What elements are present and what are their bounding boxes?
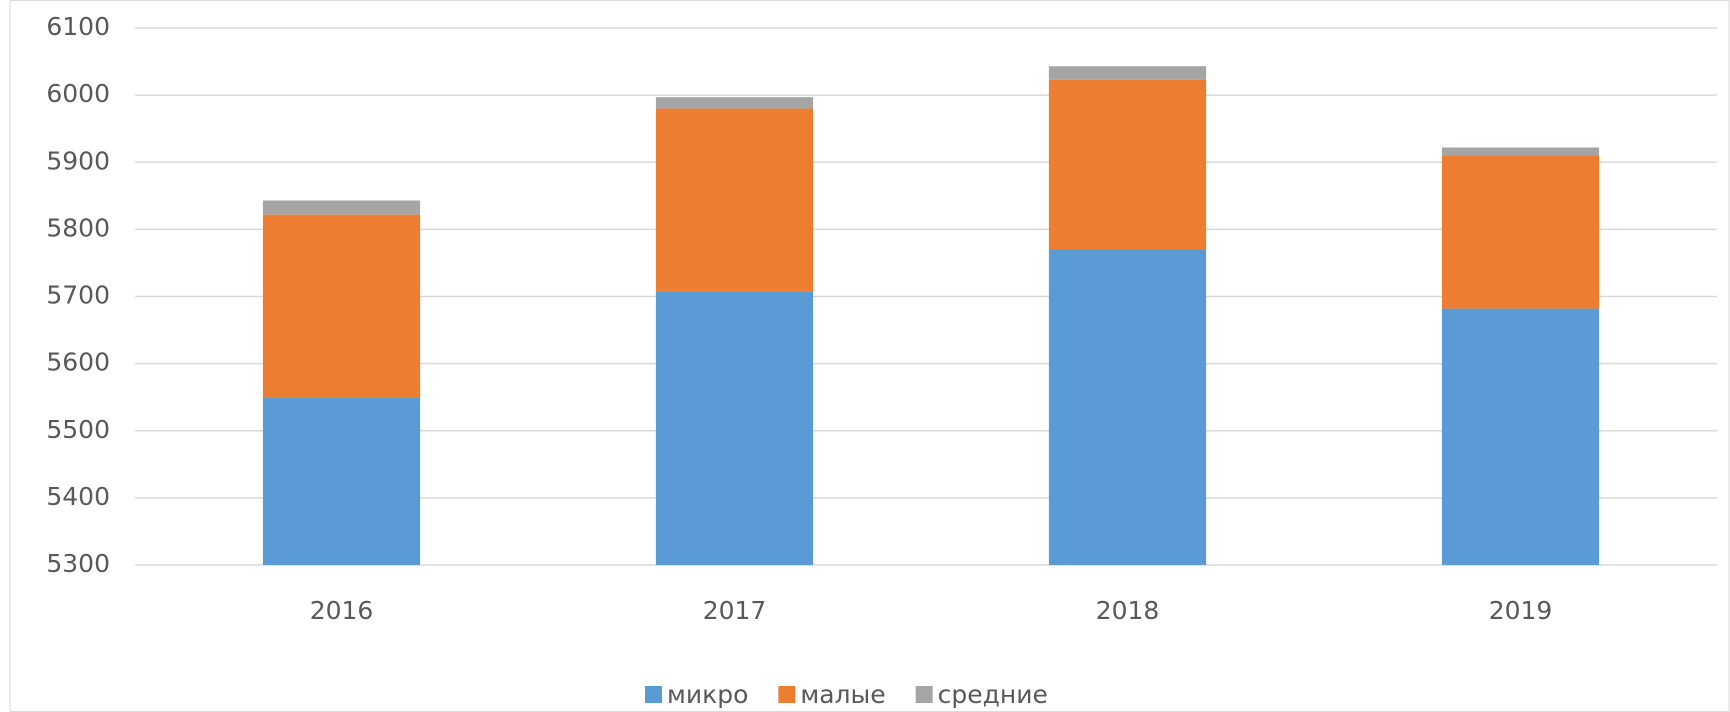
bar-segment — [1441, 155, 1600, 309]
y-tick-label: 5400 — [46, 482, 110, 511]
y-tick-label: 5600 — [46, 348, 110, 377]
bar-segment — [262, 397, 421, 565]
bar-segment — [655, 108, 814, 292]
y-tick-label: 5900 — [46, 146, 110, 175]
bar-segment — [655, 291, 814, 565]
legend-swatch — [778, 686, 796, 703]
y-tick-label: 6000 — [46, 79, 110, 108]
legend-label: микро — [667, 680, 748, 709]
x-tick-label: 2019 — [1489, 596, 1553, 625]
legend-label: средние — [938, 680, 1048, 709]
y-tick-label: 5700 — [46, 281, 110, 310]
bar-segment — [1048, 79, 1207, 250]
legend-label: малые — [800, 680, 885, 709]
bar-segment — [1048, 66, 1207, 80]
y-tick-label: 5300 — [46, 549, 110, 578]
bar-segment — [1441, 308, 1600, 565]
y-tick-label: 5800 — [46, 213, 110, 242]
x-tick-label: 2017 — [703, 596, 767, 625]
bar-segment — [262, 214, 421, 398]
y-tick-label: 5500 — [46, 415, 110, 444]
y-tick-label: 6100 — [46, 12, 110, 41]
bar-segment — [1441, 147, 1600, 156]
bar-segment — [1048, 249, 1207, 565]
x-tick-label: 2016 — [310, 596, 374, 625]
bar-segment — [262, 200, 421, 215]
x-tick-label: 2018 — [1096, 596, 1160, 625]
legend-swatch — [645, 686, 662, 703]
bar-segment — [655, 97, 814, 109]
legend-swatch — [915, 686, 933, 703]
